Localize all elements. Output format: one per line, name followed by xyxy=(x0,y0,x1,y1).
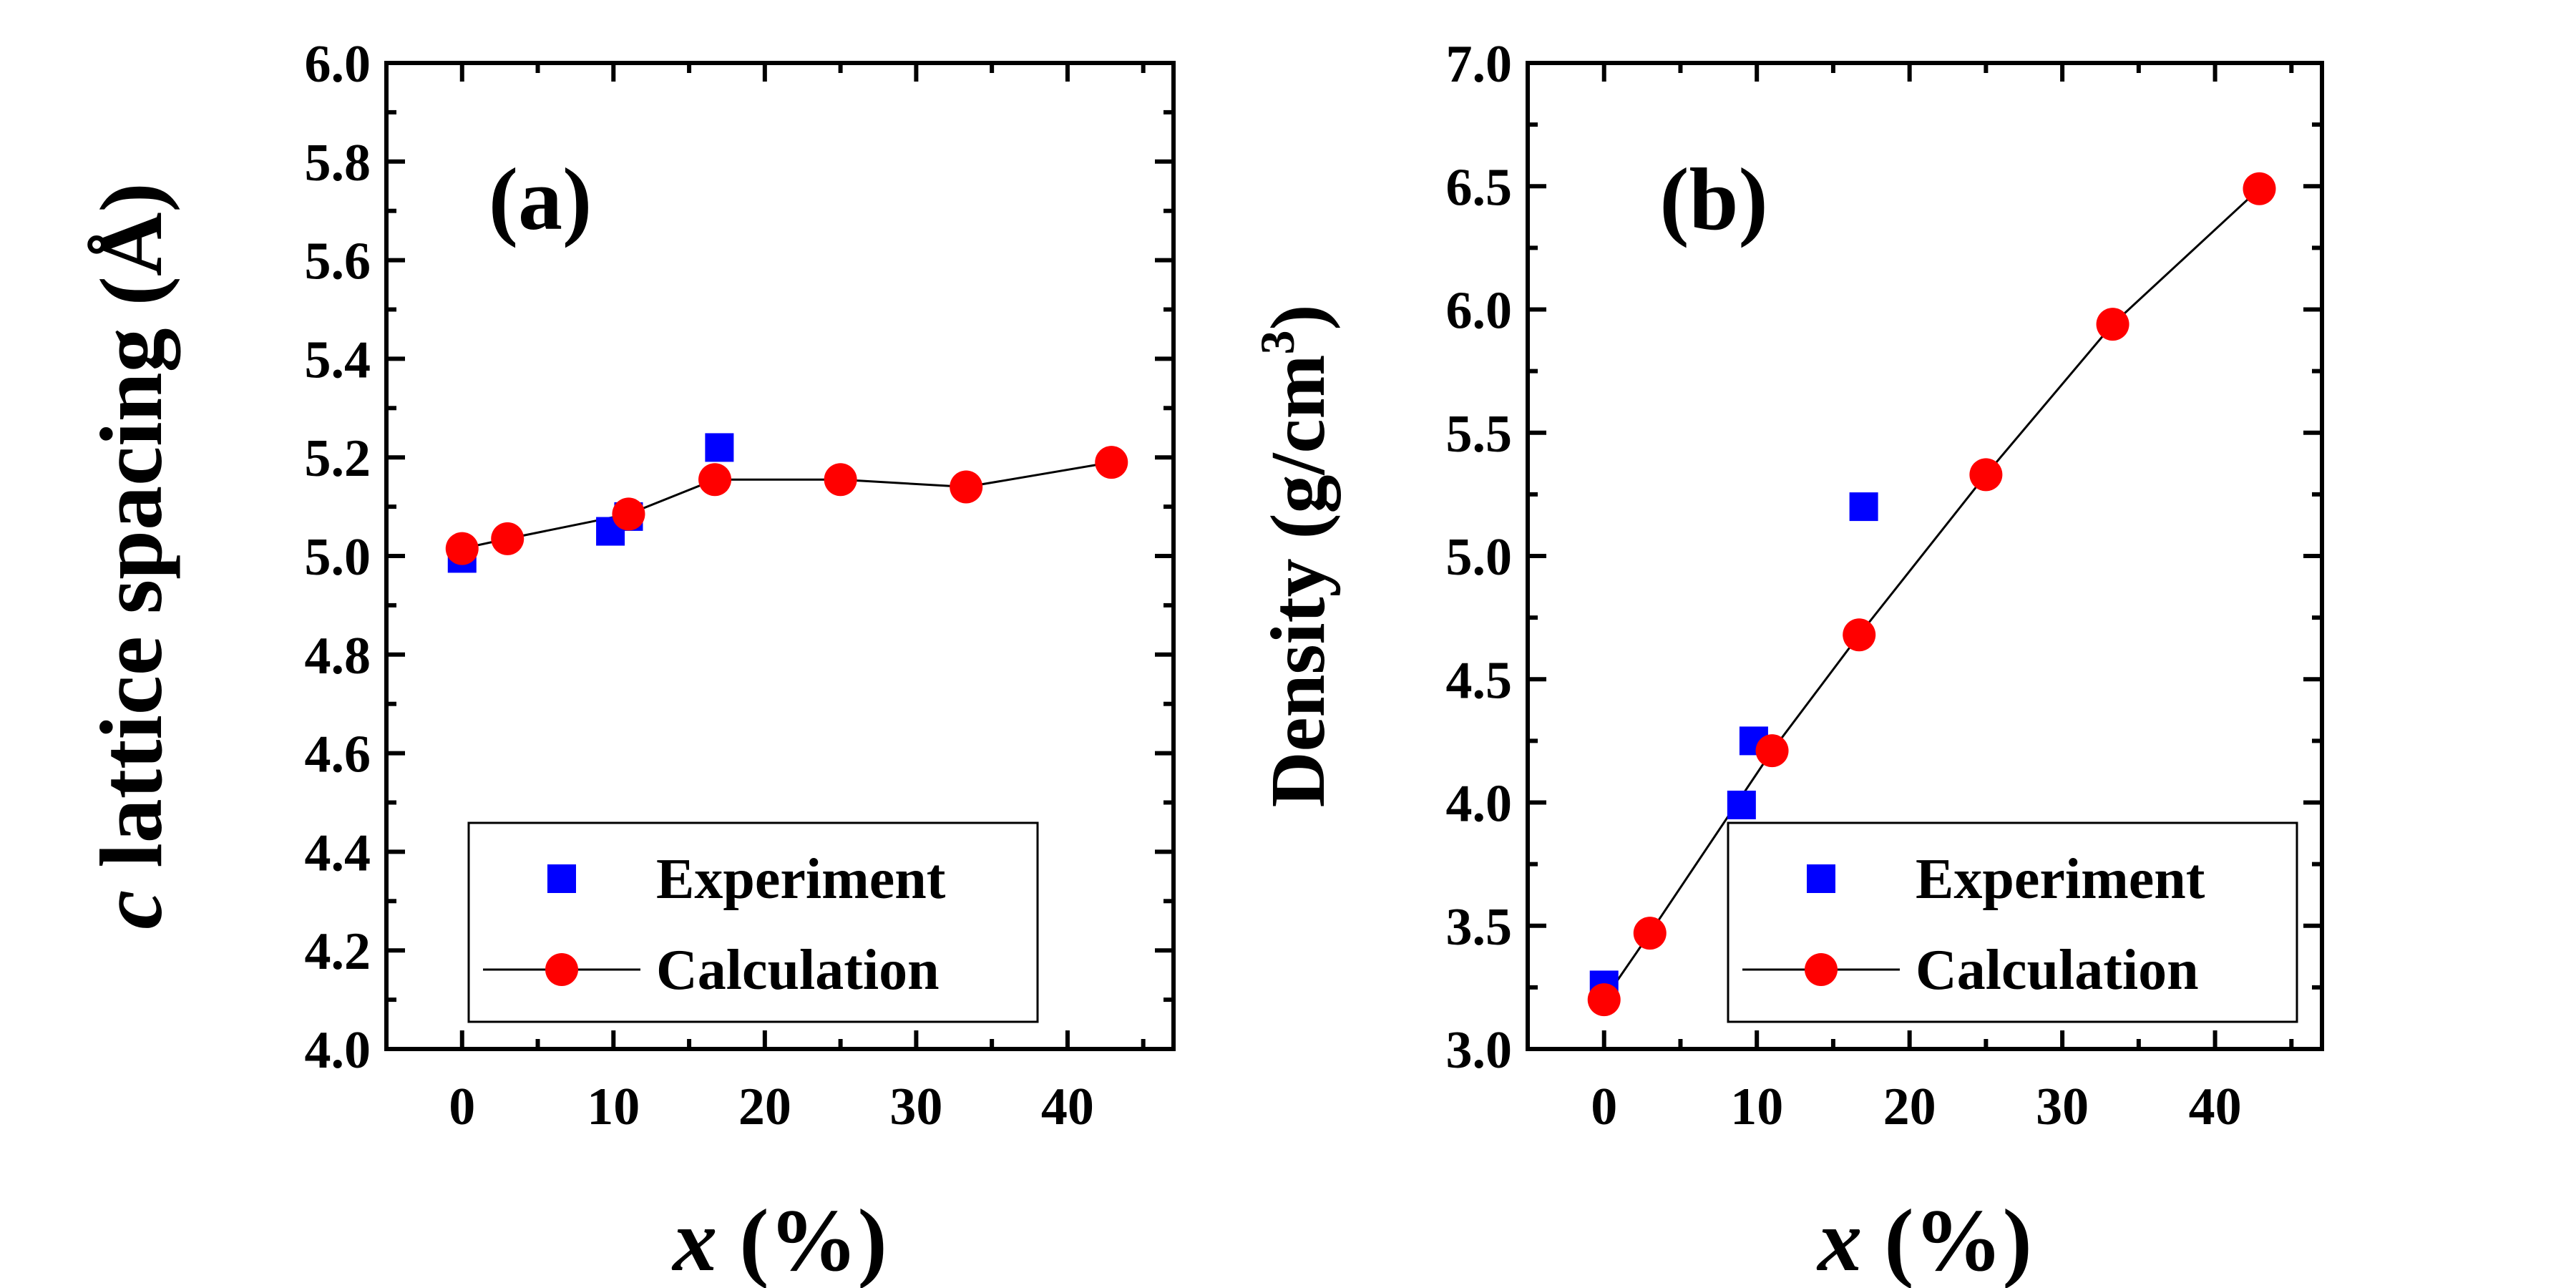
x-tick-label: 30 xyxy=(2036,1078,2089,1136)
y-axis-label-text: lattice spacing (Å) xyxy=(82,182,181,889)
legend-experiment-marker xyxy=(1807,864,1835,893)
calculation-point xyxy=(445,532,479,565)
y-tick-label: 5.6 xyxy=(305,233,371,291)
x-tick-label: 40 xyxy=(1041,1078,1094,1136)
calculation-point xyxy=(1095,446,1128,479)
y-tick-label: 3.5 xyxy=(1446,898,1513,957)
calculation-line xyxy=(462,461,1112,550)
x-tick-label: 10 xyxy=(1730,1078,1783,1136)
calculation-point xyxy=(2096,308,2129,341)
y-tick-label: 6.5 xyxy=(1446,158,1513,217)
calculation-point xyxy=(824,463,857,497)
legend-label: Experiment xyxy=(656,848,946,911)
legend-label: Experiment xyxy=(1916,848,2205,911)
y-tick-label: 3.0 xyxy=(1446,1021,1513,1080)
panel-label: (b) xyxy=(1659,150,1768,248)
experiment-point xyxy=(705,433,734,462)
y-tick-label: 4.0 xyxy=(305,1021,371,1080)
y-tick-label: 5.8 xyxy=(305,134,371,192)
y-tick-label: 6.0 xyxy=(305,35,371,94)
panel-b: 0 10 20 30 40 3.0 3.5 4.0 4.5 5.0 5.5 6.0 6.5 7.0 x (%… xyxy=(1250,35,2324,1288)
y-axis-label-superscript: 3 xyxy=(1250,331,1304,355)
y-tick-label: 5.2 xyxy=(305,429,371,488)
y-axis-label: c lattice spacing (Å) xyxy=(82,182,181,929)
x-tick-label: 10 xyxy=(587,1078,640,1136)
calculation-point xyxy=(950,470,983,504)
y-tick-label: 4.5 xyxy=(1446,651,1513,710)
legend-experiment-marker xyxy=(547,864,576,893)
experiment-point xyxy=(1727,790,1756,819)
legend-box xyxy=(1727,821,2298,1023)
calculation-point xyxy=(2243,172,2276,205)
experiment-point xyxy=(1849,492,1878,522)
y-tick-label: 5.5 xyxy=(1446,405,1513,464)
y-tick-label: 4.0 xyxy=(1446,775,1513,834)
x-tick-label: 30 xyxy=(889,1078,942,1136)
y-axis-label-end: ) xyxy=(1256,305,1341,331)
calculation-point xyxy=(1633,917,1667,950)
x-axis-label: x (%) xyxy=(1816,1191,2032,1288)
x-tick-label: 0 xyxy=(1591,1078,1617,1136)
calculation-point xyxy=(491,522,525,555)
legend-box xyxy=(467,821,1039,1023)
x-axis-label: x (%) xyxy=(671,1191,887,1288)
y-axis-label: Density (g/cm3) xyxy=(1250,305,1341,808)
y-tick-label: 5.0 xyxy=(1446,528,1513,587)
calculation-point xyxy=(1969,458,2003,492)
legend: Experiment Calculation xyxy=(1727,821,2298,1023)
y-tick-label: 4.4 xyxy=(305,824,371,882)
legend-calculation-marker xyxy=(545,953,578,986)
y-tick-label: 4.2 xyxy=(305,922,371,981)
legend: Experiment Calculation xyxy=(467,821,1039,1023)
y-tick-label: 4.8 xyxy=(305,627,371,686)
calculation-point xyxy=(612,497,645,531)
x-tick-label: 0 xyxy=(449,1078,475,1136)
x-tick-label: 20 xyxy=(738,1078,791,1136)
x-axis-label-var: x xyxy=(1816,1191,1862,1288)
x-axis-label-var: x xyxy=(671,1191,717,1288)
y-tick-label: 4.6 xyxy=(305,726,371,784)
legend-label: Calculation xyxy=(656,939,940,1002)
x-tick-label: 20 xyxy=(1883,1078,1936,1136)
x-axis-label-unit: (%) xyxy=(1862,1191,2032,1288)
calculation-point xyxy=(698,463,732,497)
y-axis-label-var: c xyxy=(82,890,180,930)
y-axis-label-main: Density (g/cm xyxy=(1256,355,1341,808)
calculation-point xyxy=(1587,983,1621,1017)
legend-calculation-marker xyxy=(1805,953,1838,986)
panel-a: 0 10 20 30 40 4.0 4.2 4.4 4.6 4.8 5.0 5.2 5.4 5.6 5.8 6… xyxy=(82,35,1176,1288)
y-tick-label: 6.0 xyxy=(1446,282,1513,341)
x-tick-label: 40 xyxy=(2189,1078,2242,1136)
x-axis-label-unit: (%) xyxy=(717,1191,887,1288)
y-tick-label: 5.4 xyxy=(305,331,371,389)
legend-label: Calculation xyxy=(1916,939,2199,1002)
panel-label: (a) xyxy=(489,150,592,248)
y-tick-label: 5.0 xyxy=(305,528,371,587)
y-tick-label: 7.0 xyxy=(1446,35,1513,94)
calculation-point xyxy=(1755,734,1789,768)
calculation-point xyxy=(1843,618,1876,652)
